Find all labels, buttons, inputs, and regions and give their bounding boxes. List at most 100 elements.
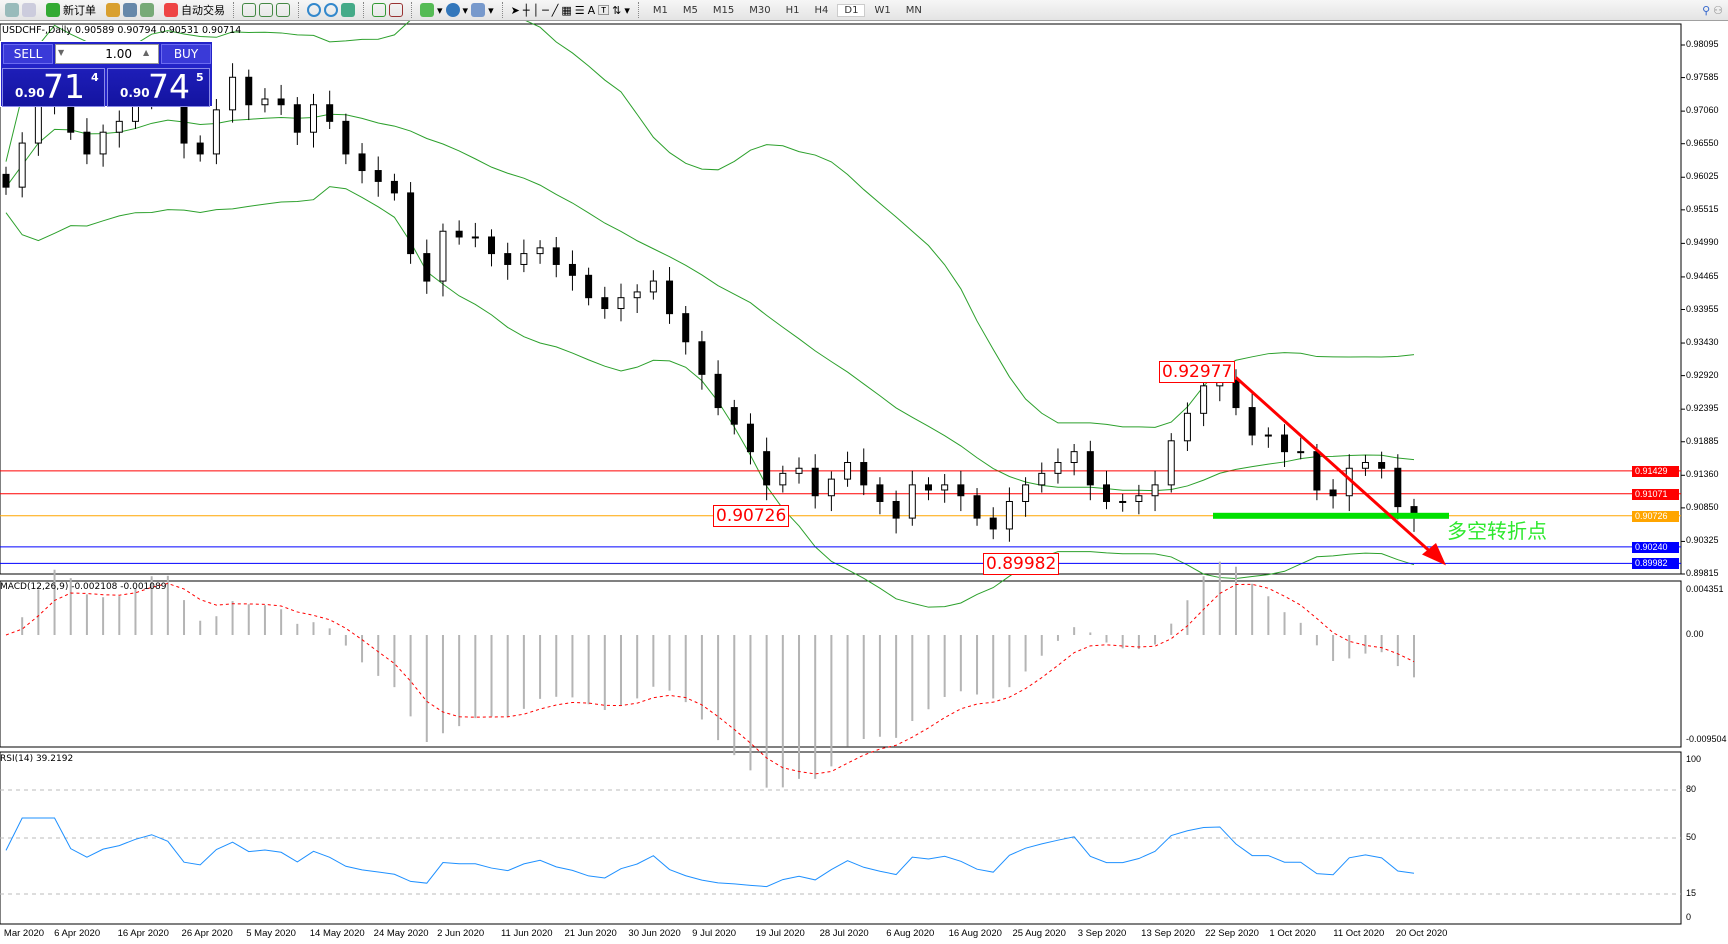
lot-decrease-icon[interactable]: ▼: [58, 48, 65, 57]
lot-increase-icon[interactable]: ▲: [143, 48, 150, 57]
candle-body: [1264, 434, 1272, 437]
channel-icon[interactable]: ☰: [574, 3, 585, 17]
price-tick: 0.95515: [1686, 203, 1719, 214]
date-tick: 1 Oct 2020: [1269, 928, 1316, 939]
text-icon[interactable]: A: [587, 3, 596, 17]
price-tick: 0.89815: [1686, 568, 1719, 578]
date-tick: 30 Jun 2020: [628, 928, 681, 939]
candle-body: [1248, 407, 1256, 436]
high-annotation: 0.92977: [1159, 361, 1236, 383]
indicators-icon[interactable]: [420, 3, 434, 17]
periods-icon[interactable]: [445, 3, 460, 17]
bid-price[interactable]: 0.90 71 4: [2, 67, 105, 107]
date-tick: 20 Oct 2020: [1395, 928, 1448, 939]
trendline-icon[interactable]: ╱: [551, 3, 559, 17]
timeframe-mn[interactable]: MN: [905, 4, 922, 16]
pivot-text: 多空转折点: [1447, 519, 1547, 543]
candle-body: [455, 230, 463, 238]
fibo-icon[interactable]: ▦: [561, 3, 572, 17]
price-line-tag: 0.90726: [1632, 510, 1679, 522]
horizontal-line-icon[interactable]: ─: [542, 3, 549, 17]
rsi-line: [5, 817, 1415, 888]
timeframe-h1[interactable]: H1: [785, 4, 800, 16]
cursor-icon[interactable]: ➤: [510, 3, 520, 17]
new-order-button[interactable]: 新订单: [41, 0, 101, 20]
date-tick: 16 Aug 2020: [948, 928, 1002, 939]
candle-body: [1167, 440, 1175, 486]
candle-body: [957, 484, 965, 497]
timeframe-m5[interactable]: M5: [682, 4, 698, 16]
price-tick: 0.97585: [1686, 71, 1719, 82]
candle-body: [989, 517, 997, 530]
candle-body: [666, 280, 674, 315]
candle-body: [520, 253, 528, 265]
bar-chart-icon[interactable]: [242, 3, 256, 17]
candle-body: [1361, 462, 1369, 469]
macd-tick: 0.00: [1686, 628, 1704, 639]
line-chart-icon[interactable]: [276, 3, 290, 17]
toolbar: 新订单 自动交易 ▾ ▾ ▾ ➤ ┼ │ ─ ╱ ▦ ☰ A 🅃 ⇅ ▾ M1 M5 M15 M30 H1 H4 D…: [0, 0, 1728, 21]
candle-body: [876, 484, 884, 502]
timeframe-m15[interactable]: M15: [712, 4, 735, 16]
tile-icon[interactable]: [341, 3, 355, 17]
search-icon[interactable]: ⚲: [1702, 3, 1711, 17]
candle-body: [844, 462, 852, 480]
date-tick: 9 Jul 2020: [692, 928, 737, 939]
rsi-tick: 100: [1686, 754, 1702, 764]
chart-shift-icon[interactable]: [389, 3, 403, 17]
zoom-in-icon[interactable]: [307, 3, 321, 17]
templates-icon[interactable]: [471, 3, 486, 17]
sell-button[interactable]: SELL: [3, 44, 53, 64]
date-tick: 16 Apr 2020: [117, 928, 169, 939]
candle-body: [714, 373, 722, 409]
price-tick: 0.90850: [1686, 501, 1719, 512]
buy-button[interactable]: BUY: [161, 44, 211, 64]
candle-body: [698, 341, 706, 375]
market-icon[interactable]: [106, 3, 120, 17]
candle-body: [1005, 500, 1013, 530]
new-order-icon: [46, 3, 60, 17]
date-tick: Mar 2020: [3, 928, 45, 939]
date-tick: 2 Jun 2020: [437, 928, 485, 939]
chart-area[interactable]: [0, 21, 1728, 944]
candle-body: [892, 500, 900, 519]
crosshair-icon[interactable]: ┼: [522, 3, 530, 17]
timeframe-w1[interactable]: W1: [874, 4, 891, 16]
timeframe-m1[interactable]: M1: [652, 4, 668, 16]
candle-body: [568, 263, 576, 276]
candle-chart-icon[interactable]: [259, 3, 273, 17]
signal-icon[interactable]: [140, 3, 154, 17]
arrows-icon[interactable]: ⇅: [612, 3, 622, 17]
ask-price[interactable]: 0.90 74 5: [107, 67, 210, 107]
candle-body: [471, 236, 479, 239]
date-tick: 19 Jul 2020: [755, 928, 805, 939]
timeframe-h4[interactable]: H4: [814, 4, 829, 16]
date-tick: 11 Jun 2020: [500, 928, 553, 939]
candle-body: [261, 98, 269, 106]
date-tick: 11 Oct 2020: [1333, 928, 1385, 939]
timeframe-d1[interactable]: D1: [837, 3, 866, 17]
zoom-out-icon[interactable]: [324, 3, 338, 17]
timeframe-m30[interactable]: M30: [749, 4, 771, 16]
price-tick: 0.91885: [1686, 435, 1719, 446]
community-icon[interactable]: ⚇: [1713, 3, 1723, 17]
date-tick: 14 May 2020: [309, 928, 365, 939]
auto-trade-button[interactable]: 自动交易: [159, 0, 230, 20]
price-tick: 0.94465: [1686, 270, 1719, 281]
candle-body: [1135, 495, 1143, 502]
pivot-line: [1213, 512, 1449, 519]
zoom-window-icon[interactable]: [22, 3, 36, 17]
candle-body: [1119, 500, 1127, 503]
price-tick: 0.94990: [1686, 237, 1719, 248]
text-label-icon[interactable]: 🅃: [598, 4, 610, 17]
window-icon[interactable]: [5, 3, 19, 17]
vertical-line-icon[interactable]: │: [532, 3, 540, 17]
date-tick: 25 Aug 2020: [1012, 928, 1066, 939]
candle-body: [245, 76, 253, 106]
candle-body: [601, 297, 609, 310]
candle-body: [860, 462, 868, 486]
autoscroll-icon[interactable]: [372, 3, 386, 17]
candle-body: [730, 407, 738, 425]
lot-size-input[interactable]: 1.00: [55, 44, 159, 64]
navigator-icon[interactable]: [123, 3, 137, 17]
